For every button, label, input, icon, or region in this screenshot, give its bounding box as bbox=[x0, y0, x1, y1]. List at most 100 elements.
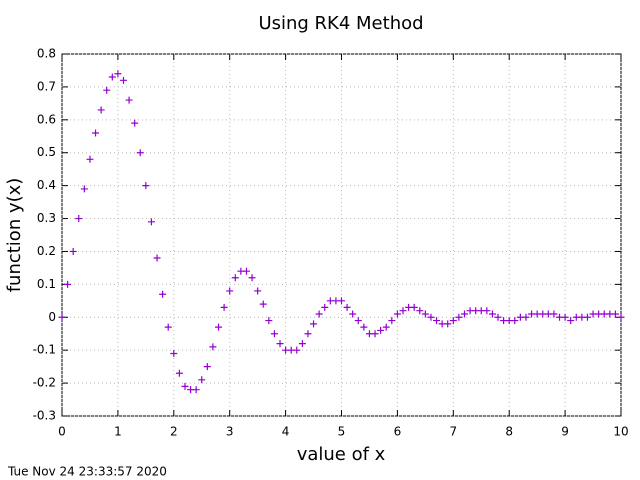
point bbox=[298, 340, 306, 348]
point bbox=[416, 307, 424, 315]
point bbox=[410, 303, 418, 311]
point bbox=[561, 313, 569, 321]
point bbox=[349, 310, 357, 318]
y-tick-label: 0.3 bbox=[37, 211, 56, 225]
chart-title: Using RK4 Method bbox=[258, 13, 423, 34]
point bbox=[114, 70, 122, 78]
point bbox=[511, 317, 519, 325]
point bbox=[483, 307, 491, 315]
point bbox=[460, 310, 468, 318]
point bbox=[338, 297, 345, 305]
point bbox=[455, 313, 463, 321]
point bbox=[567, 317, 575, 325]
point bbox=[175, 369, 183, 377]
point bbox=[153, 254, 161, 262]
point bbox=[388, 317, 396, 325]
y-tick-label: 0.6 bbox=[37, 112, 56, 126]
point bbox=[248, 274, 256, 282]
point bbox=[315, 310, 323, 318]
x-tick-label: 7 bbox=[449, 425, 457, 439]
x-tick-label: 4 bbox=[282, 425, 290, 439]
point bbox=[86, 155, 94, 163]
point bbox=[371, 330, 379, 338]
point bbox=[64, 280, 72, 288]
point bbox=[293, 346, 301, 354]
point bbox=[147, 218, 155, 226]
x-axis-label: value of x bbox=[297, 444, 386, 465]
y-tick-label: 0.2 bbox=[37, 244, 56, 258]
y-axis-label: function y(x) bbox=[4, 178, 25, 293]
point bbox=[583, 313, 591, 321]
point bbox=[108, 73, 116, 81]
point bbox=[494, 313, 502, 321]
point bbox=[119, 76, 127, 84]
x-tick-label: 3 bbox=[226, 425, 234, 439]
point bbox=[421, 310, 429, 318]
timestamp: Tue Nov 24 23:33:57 2020 bbox=[7, 465, 167, 479]
point bbox=[58, 313, 66, 321]
point bbox=[203, 363, 211, 371]
point bbox=[215, 323, 223, 331]
y-tick-label: 0.4 bbox=[37, 178, 56, 192]
point bbox=[92, 129, 100, 137]
y-tick-label: 0 bbox=[48, 310, 56, 324]
y-tick-label: 0.8 bbox=[37, 47, 56, 61]
point bbox=[97, 106, 105, 114]
x-tick-label: 10 bbox=[613, 425, 628, 439]
point bbox=[242, 267, 250, 275]
point bbox=[181, 382, 189, 390]
point bbox=[231, 274, 239, 282]
point bbox=[276, 340, 284, 348]
y-tick-label: 0.1 bbox=[37, 277, 56, 291]
x-tick-label: 1 bbox=[114, 425, 122, 439]
point bbox=[611, 310, 619, 318]
point bbox=[360, 323, 368, 331]
point bbox=[427, 313, 435, 321]
point bbox=[304, 330, 312, 338]
point bbox=[220, 303, 228, 311]
point bbox=[259, 300, 267, 308]
point bbox=[433, 317, 441, 325]
y-tick-label: -0.1 bbox=[33, 343, 56, 357]
point bbox=[550, 310, 558, 318]
point bbox=[159, 290, 167, 298]
point bbox=[265, 317, 273, 325]
point bbox=[164, 323, 172, 331]
point bbox=[321, 303, 329, 311]
point bbox=[142, 182, 150, 190]
point bbox=[270, 330, 278, 338]
x-tick-label: 0 bbox=[58, 425, 66, 439]
point bbox=[310, 320, 318, 328]
point bbox=[377, 326, 385, 334]
point bbox=[131, 119, 139, 127]
point bbox=[226, 287, 234, 295]
y-tick-label: 0.5 bbox=[37, 145, 56, 159]
x-tick-label: 8 bbox=[505, 425, 513, 439]
point bbox=[343, 303, 351, 311]
y-tick-label: -0.2 bbox=[33, 376, 56, 390]
point bbox=[354, 317, 362, 325]
y-tick-label: -0.3 bbox=[33, 409, 56, 423]
point bbox=[444, 320, 452, 328]
point bbox=[399, 307, 407, 315]
x-tick-label: 2 bbox=[170, 425, 178, 439]
x-tick-label: 9 bbox=[561, 425, 569, 439]
point bbox=[75, 215, 83, 223]
point bbox=[254, 287, 262, 295]
point bbox=[125, 96, 133, 104]
point bbox=[80, 185, 88, 193]
point bbox=[449, 317, 457, 325]
point bbox=[192, 386, 200, 394]
point bbox=[522, 313, 530, 321]
point bbox=[198, 376, 206, 384]
y-tick-label: 0.7 bbox=[37, 79, 56, 93]
point bbox=[69, 247, 77, 255]
x-tick-label: 6 bbox=[394, 425, 402, 439]
x-tick-label: 5 bbox=[338, 425, 346, 439]
point bbox=[393, 310, 401, 318]
point bbox=[382, 323, 390, 331]
point bbox=[136, 149, 144, 157]
point bbox=[209, 343, 217, 351]
